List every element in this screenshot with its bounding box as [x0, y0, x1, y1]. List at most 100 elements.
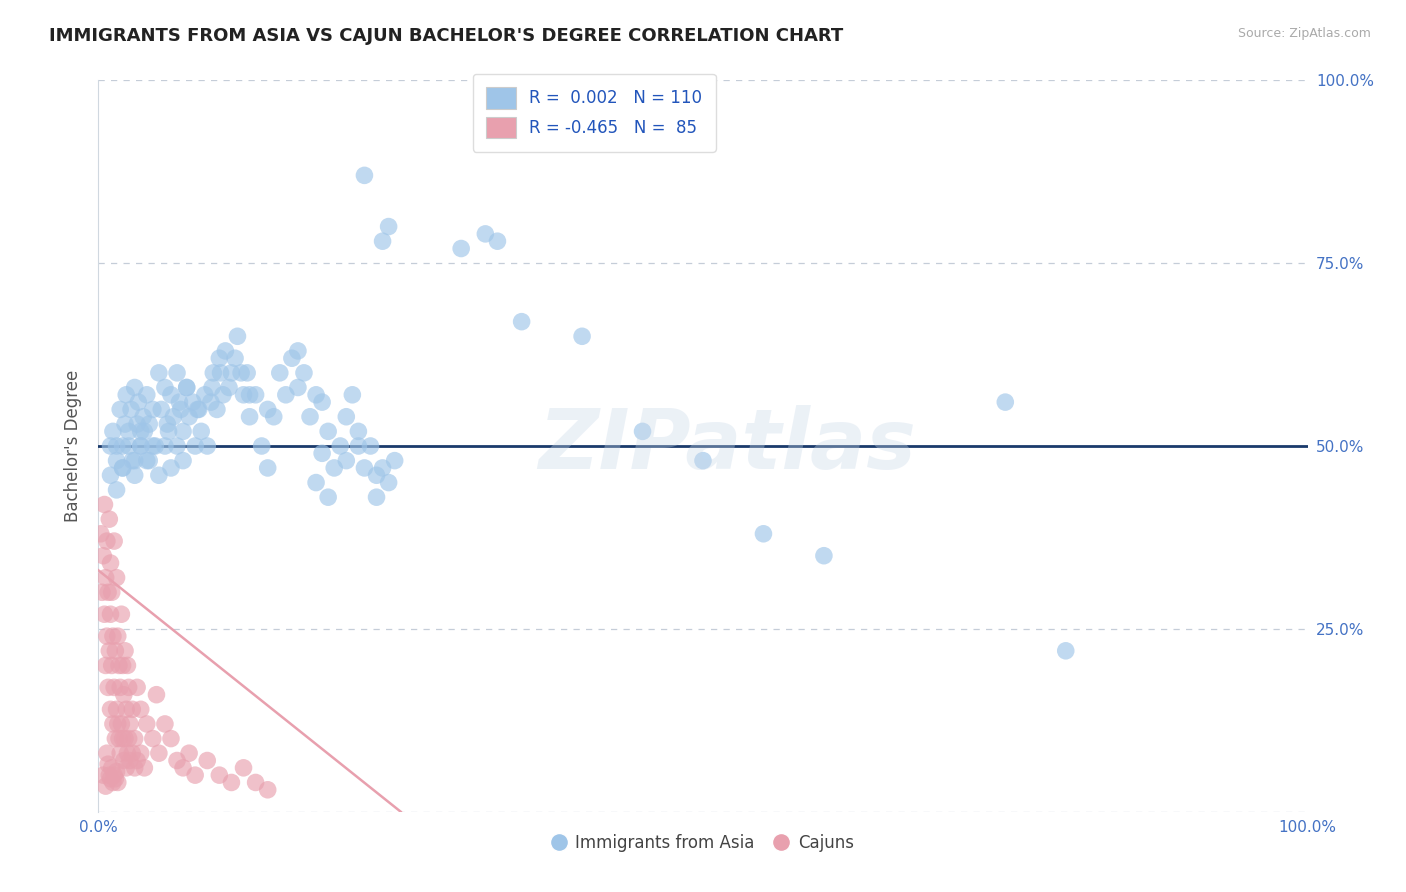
Point — [571, 329, 593, 343]
Point — [103, 534, 125, 549]
Point — [103, 681, 125, 695]
Point — [127, 754, 149, 768]
Point — [108, 658, 131, 673]
Point — [353, 169, 375, 183]
Point — [118, 439, 141, 453]
Point — [129, 439, 152, 453]
Point — [176, 380, 198, 394]
Point — [112, 754, 135, 768]
Point — [132, 409, 155, 424]
Point — [124, 380, 146, 394]
Point — [166, 366, 188, 380]
Point — [120, 402, 142, 417]
Point — [121, 453, 143, 467]
Point — [486, 234, 509, 248]
Point — [474, 227, 496, 241]
Point — [305, 388, 328, 402]
Point — [124, 453, 146, 467]
Point — [105, 453, 128, 467]
Point — [112, 688, 135, 702]
Point — [127, 395, 149, 409]
Point — [118, 717, 141, 731]
Point — [105, 764, 128, 779]
Point — [194, 388, 217, 402]
Point — [118, 731, 141, 746]
Point — [166, 439, 188, 453]
Point — [100, 439, 122, 453]
Point — [200, 395, 222, 409]
Point — [114, 644, 136, 658]
Point — [97, 585, 120, 599]
Point — [121, 702, 143, 716]
Point — [134, 761, 156, 775]
Point — [100, 761, 122, 775]
Point — [91, 585, 114, 599]
Point — [138, 453, 160, 467]
Point — [142, 402, 165, 417]
Point — [239, 388, 262, 402]
Point — [214, 343, 236, 358]
Point — [104, 644, 127, 658]
Point — [269, 366, 291, 380]
Legend: Immigrants from Asia, Cajuns: Immigrants from Asia, Cajuns — [546, 827, 860, 858]
Point — [100, 556, 122, 570]
Point — [98, 512, 121, 526]
Point — [169, 402, 191, 417]
Point — [135, 717, 157, 731]
Point — [218, 380, 240, 394]
Point — [114, 731, 136, 746]
Point — [117, 658, 139, 673]
Point — [94, 571, 117, 585]
Text: IMMIGRANTS FROM ASIA VS CAJUN BACHELOR'S DEGREE CORRELATION CHART: IMMIGRANTS FROM ASIA VS CAJUN BACHELOR'S… — [49, 27, 844, 45]
Point — [169, 395, 191, 409]
Point — [179, 409, 201, 424]
Point — [166, 754, 188, 768]
Point — [96, 746, 118, 760]
Point — [190, 425, 212, 439]
Point — [100, 702, 122, 716]
Point — [153, 439, 176, 453]
Point — [212, 388, 235, 402]
Point — [342, 388, 364, 402]
Point — [114, 417, 136, 431]
Point — [245, 775, 267, 789]
Point — [96, 534, 118, 549]
Point — [134, 425, 156, 439]
Point — [232, 761, 254, 775]
Point — [160, 461, 183, 475]
Point — [371, 234, 394, 248]
Point — [118, 754, 141, 768]
Point — [98, 768, 121, 782]
Point — [162, 409, 184, 424]
Point — [107, 629, 129, 643]
Point — [335, 409, 357, 424]
Point — [184, 768, 207, 782]
Point — [510, 315, 533, 329]
Point — [110, 717, 132, 731]
Point — [221, 366, 243, 380]
Point — [129, 746, 152, 760]
Point — [135, 453, 157, 467]
Point — [236, 366, 259, 380]
Point — [347, 439, 370, 453]
Point — [105, 483, 128, 497]
Point — [111, 439, 134, 453]
Point — [1054, 644, 1077, 658]
Point — [101, 629, 124, 643]
Point — [181, 395, 204, 409]
Point — [281, 351, 304, 366]
Point — [115, 388, 138, 402]
Point — [176, 380, 198, 394]
Point — [353, 461, 375, 475]
Point — [148, 746, 170, 760]
Point — [104, 731, 127, 746]
Point — [107, 775, 129, 789]
Point — [366, 468, 388, 483]
Point — [209, 366, 232, 380]
Point — [94, 658, 117, 673]
Point — [124, 761, 146, 775]
Point — [108, 746, 131, 760]
Point — [111, 461, 134, 475]
Point — [384, 453, 406, 467]
Point — [263, 409, 285, 424]
